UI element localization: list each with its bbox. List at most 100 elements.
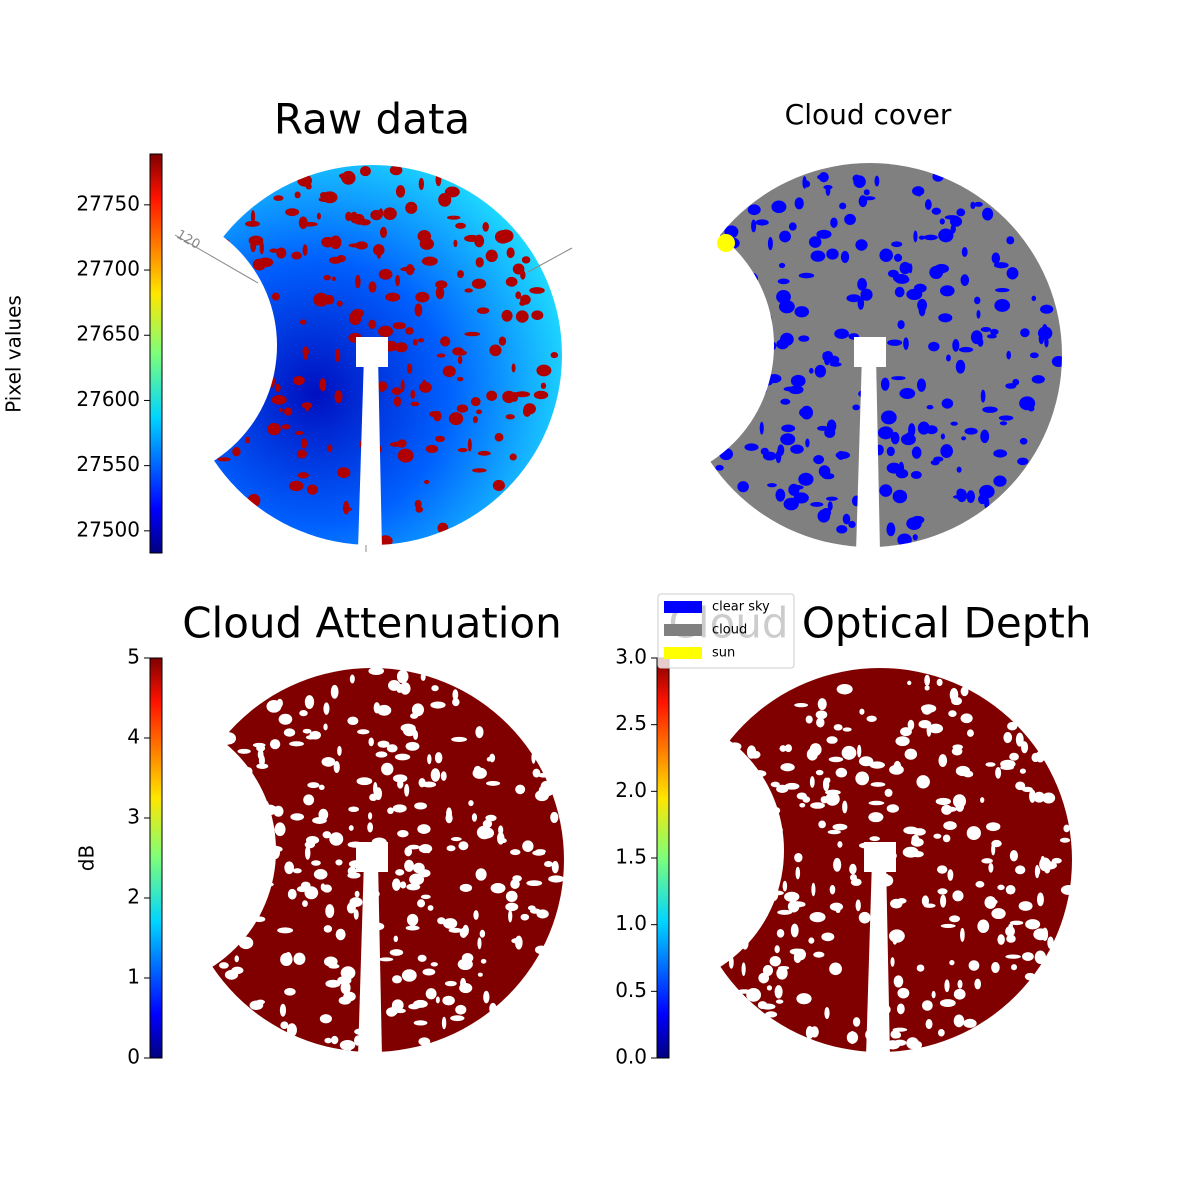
- cloud-gap: [857, 296, 865, 310]
- cloud-gap: [464, 234, 480, 243]
- cloud-gap: [298, 216, 308, 229]
- cloud-gap: [953, 988, 966, 1000]
- cloud-gap: [830, 217, 838, 228]
- cloud-gap: [700, 849, 715, 861]
- cloud-gap: [520, 913, 530, 921]
- cloud-gap: [877, 426, 894, 440]
- cloud-gap: [395, 275, 400, 287]
- cloud-gap: [245, 911, 251, 922]
- cloud-gap: [745, 272, 759, 285]
- cloud-gap: [323, 925, 333, 933]
- cloud-gap: [712, 836, 727, 846]
- cloud-gap: [537, 772, 550, 778]
- cloud-gap: [925, 1018, 933, 1030]
- colorbar: [149, 657, 163, 1059]
- cloud-gap: [966, 490, 976, 503]
- cloud-gap: [486, 390, 498, 401]
- cloud-gap: [1034, 864, 1040, 879]
- cloud-gap: [354, 890, 360, 898]
- cloud-gap: [762, 823, 778, 838]
- cloud-gap: [410, 401, 420, 407]
- cloud-gap: [252, 820, 257, 826]
- colorbar-tick-label: 0: [127, 1045, 140, 1069]
- cloud-gap: [790, 923, 799, 938]
- cloud-gap: [425, 988, 437, 1000]
- cloud-gap: [208, 838, 219, 848]
- cloud-gap: [223, 940, 230, 954]
- cloud-gap: [950, 421, 958, 426]
- cloud-gap: [360, 844, 375, 854]
- cloud-gap: [319, 378, 327, 392]
- cloud-gap: [1005, 383, 1017, 389]
- colorbar-tick-label: 1.5: [615, 845, 647, 869]
- cloud-gap: [292, 375, 305, 386]
- cloud-gap: [736, 324, 748, 329]
- cloud-gap: [414, 499, 422, 509]
- cloud-gap: [906, 1037, 919, 1050]
- cloud-gap: [366, 527, 380, 535]
- cloud-gap: [729, 409, 735, 421]
- cloud-gap: [319, 1014, 332, 1024]
- cloud-gap: [956, 466, 962, 473]
- cloud-gap: [178, 895, 192, 901]
- cloud-gap: [235, 876, 249, 881]
- cloud-gap: [300, 438, 308, 449]
- cloud-gap: [916, 964, 925, 972]
- cloud-gap: [347, 1041, 352, 1052]
- cloud-gap: [250, 239, 257, 253]
- cloud-gap: [1059, 837, 1071, 843]
- cloud-gap: [397, 439, 407, 448]
- cloud-gap: [550, 811, 559, 824]
- cloud-gap: [464, 331, 481, 337]
- cloud-gap: [184, 810, 198, 821]
- cloud-gap: [834, 328, 849, 339]
- cloud-gap: [814, 364, 827, 378]
- cloud-gap: [480, 958, 487, 964]
- cloud-gap: [924, 685, 930, 691]
- cloud-gap: [232, 447, 241, 457]
- cloud-gap: [921, 895, 930, 907]
- cloud-gap: [343, 991, 356, 1002]
- cloud-gap: [916, 378, 927, 392]
- cloud-gap: [813, 455, 825, 465]
- cloud-gap: [415, 291, 430, 303]
- cloud-gap: [186, 911, 195, 916]
- cloud-gap: [758, 972, 770, 984]
- cloud-gap: [767, 236, 773, 251]
- legend-swatch: [664, 624, 702, 636]
- cloud-gap: [761, 791, 771, 800]
- cloud-gap: [544, 861, 553, 868]
- cloud-gap: [280, 1021, 289, 1030]
- cloud-gap: [475, 868, 487, 881]
- cloud-gap: [396, 683, 404, 693]
- cloud-gap: [206, 261, 215, 267]
- cloud-gap: [417, 230, 432, 243]
- cloud-gap: [980, 326, 992, 332]
- cloud-gap: [472, 416, 478, 424]
- cloud-gap: [695, 268, 701, 282]
- cloud-gap: [899, 387, 916, 400]
- cloud-gap: [916, 775, 930, 789]
- cloud-gap: [186, 836, 202, 848]
- cloud-gap: [412, 339, 418, 346]
- cloud-gap: [273, 195, 284, 201]
- cloud-gap: [881, 410, 897, 425]
- cloud-gap: [824, 1006, 830, 1020]
- colorbar-label: Pixel values: [2, 295, 26, 413]
- cloud-gap: [858, 756, 874, 767]
- cloud-gap: [256, 763, 269, 769]
- cloud-gap: [354, 1035, 362, 1046]
- cloud-gap: [291, 251, 302, 260]
- colorbar-tick-label: 27700: [76, 257, 140, 281]
- cloud-gap: [405, 201, 418, 214]
- cloud-gap: [789, 901, 806, 908]
- cloud-gap: [907, 719, 915, 731]
- cloud-gap: [425, 444, 439, 454]
- cloud-gap: [218, 731, 234, 746]
- cloud-gap: [818, 465, 831, 478]
- cloud-gap: [225, 288, 241, 295]
- cloud-gap: [482, 819, 493, 828]
- cloud-gap: [521, 256, 531, 264]
- cloud-gap: [933, 833, 942, 839]
- cloud-gap: [400, 723, 416, 733]
